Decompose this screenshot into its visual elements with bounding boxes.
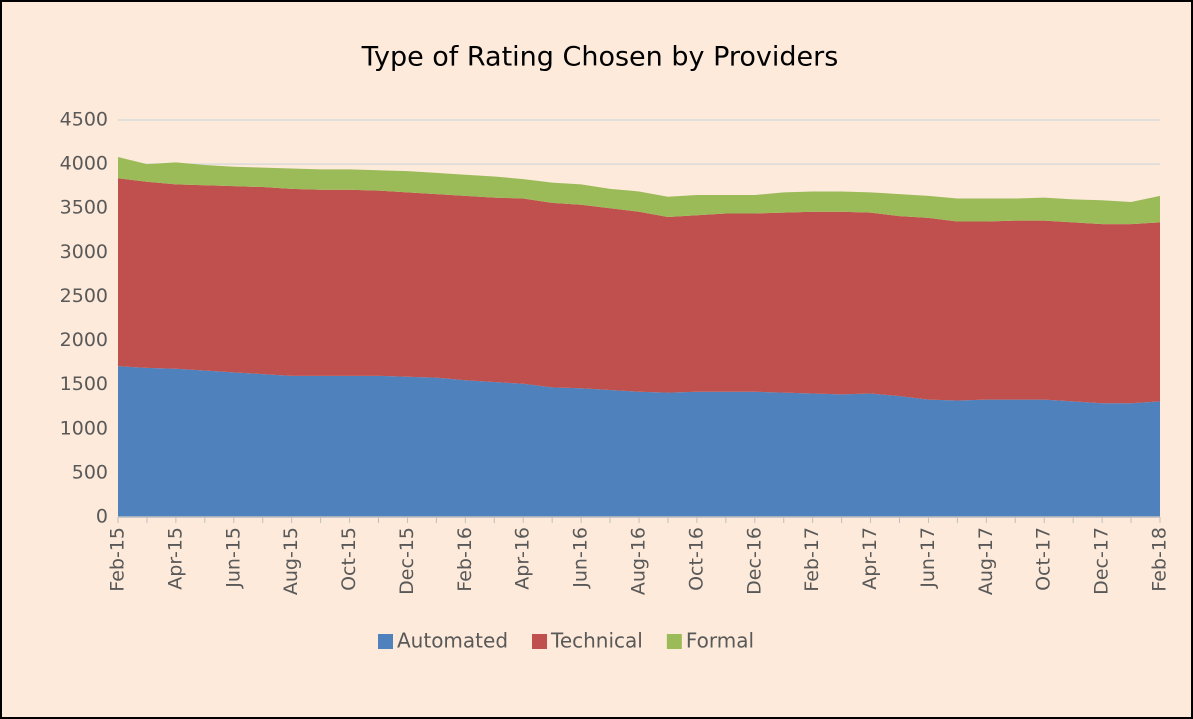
- y-tick-label: 1000: [60, 417, 108, 439]
- y-tick-label: 4500: [60, 109, 108, 131]
- area: [118, 157, 1160, 225]
- y-tick-label: 4000: [60, 153, 108, 175]
- x-tick-label: Aug-15: [280, 527, 302, 595]
- x-tick-label: Dec-17: [1091, 527, 1113, 595]
- x-tick-label: Oct-16: [685, 527, 707, 591]
- y-tick-label: 3000: [60, 241, 108, 263]
- x-tick-label: Jun-15: [222, 527, 244, 589]
- x-tick-label: Dec-16: [743, 527, 765, 595]
- x-tick-label: Feb-17: [801, 527, 823, 592]
- x-tick-label: Apr-15: [164, 527, 186, 590]
- x-tick-label: Aug-17: [975, 527, 997, 595]
- x-tick-label: Oct-17: [1033, 527, 1055, 591]
- x-tick-label: Jun-16: [570, 527, 592, 589]
- x-tick-label: Oct-15: [338, 527, 360, 591]
- legend-label: Automated: [397, 629, 508, 653]
- x-tick-label: Feb-15: [107, 527, 129, 592]
- area: [118, 178, 1160, 404]
- legend-label: Formal: [686, 629, 754, 653]
- x-tick-label: Aug-16: [628, 527, 650, 595]
- x-tick-label: Feb-18: [1149, 527, 1171, 592]
- y-tick-label: 3500: [60, 197, 108, 219]
- x-tick-label: Dec-15: [396, 527, 418, 595]
- x-tick-label: Jun-17: [917, 527, 939, 589]
- area: [118, 366, 1160, 517]
- x-tick-label: Apr-16: [512, 527, 534, 590]
- x-tick-label: Feb-16: [454, 527, 476, 592]
- legend-label: Technical: [550, 629, 643, 653]
- chart-title: Type of Rating Chosen by Providers: [361, 42, 839, 73]
- legend-swatch: [532, 634, 548, 649]
- y-tick-label: 2000: [60, 329, 108, 351]
- y-tick-label: 1500: [60, 373, 108, 395]
- y-tick-label: 0: [96, 506, 108, 528]
- x-tick-label: Apr-17: [859, 527, 881, 590]
- y-tick-label: 2500: [60, 285, 108, 307]
- y-tick-label: 500: [72, 461, 108, 483]
- legend-swatch: [378, 634, 393, 649]
- legend-swatch: [666, 634, 682, 649]
